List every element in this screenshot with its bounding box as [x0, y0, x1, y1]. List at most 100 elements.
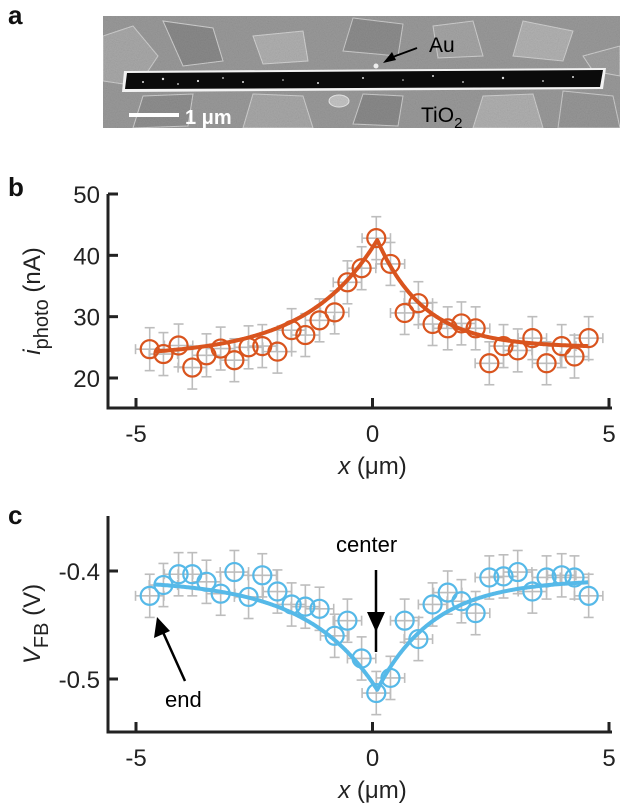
- data-point: [139, 585, 160, 606]
- data-point: [238, 337, 259, 358]
- annotation-end: end: [165, 687, 202, 712]
- x-axis-label: x (μm): [337, 453, 406, 480]
- data-point: [522, 328, 543, 349]
- tio2-label: TiO2: [421, 104, 462, 128]
- data-point: [551, 565, 572, 586]
- data-point: [578, 585, 599, 606]
- data-point: [139, 339, 160, 360]
- data-point: [153, 574, 174, 596]
- annotations: center end: [154, 532, 397, 712]
- scale-bar: [129, 113, 179, 117]
- axis-labels: -5 0 5 -0.4 -0.5 x (μm) VFB (V): [19, 559, 616, 804]
- data-point: [295, 596, 316, 617]
- sem-micrograph: Au TiO2 1 μm: [103, 16, 620, 128]
- y-tick-label: 40: [73, 243, 100, 270]
- data-point: [451, 591, 472, 612]
- data-point: [224, 561, 245, 583]
- data-point: [422, 594, 443, 615]
- data-point: [479, 353, 500, 374]
- y-tick-label: -0.4: [59, 559, 100, 586]
- data-point: [479, 567, 500, 588]
- data-point: [536, 567, 557, 588]
- data-point: [252, 565, 273, 586]
- y-tick-label: -0.5: [59, 667, 100, 694]
- data-point: [281, 320, 302, 341]
- error-bar: [546, 552, 577, 598]
- panel-letter-a: a: [8, 0, 23, 30]
- fit-curve: [153, 580, 590, 692]
- x-tick-label: 0: [366, 745, 379, 772]
- data-point: [337, 272, 358, 293]
- axis-line: [106, 194, 612, 410]
- data-points: [139, 228, 599, 378]
- chart-photocurrent: -5 0 5 20 30 40 50 x (μm) iphoto (nA): [19, 182, 616, 480]
- data-point: [168, 564, 189, 585]
- data-point: [394, 302, 415, 324]
- axis-labels: -5 0 5 20 30 40 50 x (μm) iphoto (nA): [19, 182, 616, 480]
- data-point: [366, 228, 387, 249]
- data-point: [324, 625, 345, 646]
- axes: [106, 192, 612, 410]
- y-tick-label: 20: [73, 366, 100, 393]
- data-points: [139, 561, 599, 704]
- panel-letter-c: c: [8, 500, 23, 530]
- data-point: [351, 258, 372, 279]
- data-point: [465, 603, 486, 624]
- data-point: [182, 357, 203, 378]
- au-nanowire: [122, 68, 606, 92]
- data-point: [507, 561, 528, 583]
- x-tick-label: -5: [125, 745, 146, 772]
- axes: [106, 516, 612, 734]
- data-point: [324, 302, 345, 323]
- error-bars: [134, 549, 604, 716]
- data-point: [493, 336, 514, 357]
- x-axis-label: x (μm): [337, 777, 406, 804]
- data-point: [408, 628, 429, 650]
- data-point: [337, 610, 358, 631]
- scale-bar-label: 1 μm: [185, 107, 232, 128]
- au-label: Au: [429, 34, 455, 57]
- data-point: [224, 350, 245, 371]
- x-tick-label: -5: [125, 421, 146, 448]
- data-point: [210, 583, 231, 604]
- x-tick-label: 5: [602, 421, 615, 448]
- au-arrow-icon: [383, 47, 418, 63]
- data-point: [551, 336, 572, 357]
- data-point: [380, 667, 401, 689]
- data-point: [366, 682, 387, 704]
- x-tick-label: 5: [602, 745, 615, 772]
- panel-letter-b: b: [8, 172, 24, 202]
- fit-line: [153, 580, 590, 692]
- y-axis-label: iphoto (nA): [19, 247, 53, 354]
- data-point: [295, 324, 316, 346]
- data-point: [465, 318, 486, 339]
- data-point: [394, 610, 415, 631]
- data-point: [437, 318, 458, 339]
- x-tick-label: 0: [366, 421, 379, 448]
- chart-flatband: -5 0 5 -0.4 -0.5 x (μm) VFB (V) center end: [19, 516, 616, 804]
- data-point: [153, 343, 174, 365]
- data-point: [196, 571, 217, 592]
- annotation-center: center: [336, 532, 397, 557]
- error-bar: [460, 306, 491, 351]
- data-point: [564, 567, 585, 588]
- data-point: [380, 253, 401, 275]
- data-point: [451, 313, 472, 334]
- data-point: [408, 293, 429, 314]
- data-point: [422, 313, 443, 335]
- data-point: [238, 586, 259, 608]
- y-axis-label: VFB (V): [19, 584, 53, 664]
- data-point: [564, 346, 585, 367]
- data-point: [536, 353, 557, 374]
- data-point: [493, 566, 514, 587]
- data-point: [309, 598, 330, 619]
- data-point: [267, 581, 288, 602]
- y-tick-label: 30: [73, 305, 100, 332]
- end-arrow-icon: [154, 617, 187, 682]
- tio2-substrate: [103, 16, 620, 128]
- data-point: [210, 338, 231, 359]
- y-tick-label: 50: [73, 182, 100, 209]
- center-arrow-icon: [367, 570, 385, 652]
- data-point: [267, 341, 288, 362]
- data-point: [578, 328, 599, 349]
